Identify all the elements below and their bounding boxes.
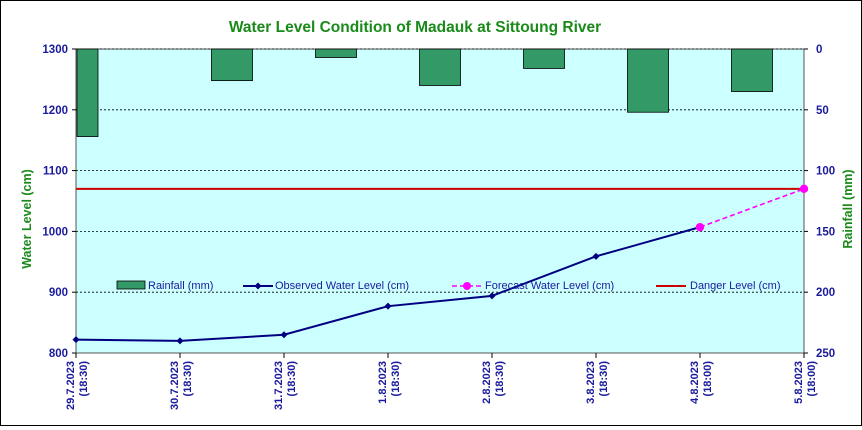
x-tick-label-group: 1.8.2023 (18:30) [377, 361, 402, 404]
forecast-water-level-point [695, 222, 705, 232]
x-tick-label-date: 29.7.2023 [65, 361, 77, 410]
chart-title: Water Level Condition of Madauk at Sitto… [229, 19, 601, 36]
y-tick-label: 1100 [43, 166, 68, 178]
observed-water-level-point [72, 336, 80, 344]
water-level-lines [72, 184, 809, 345]
x-tick-label-time: (18:30) [182, 361, 194, 397]
rainfall-bar [523, 48, 565, 69]
observed-water-level-point [384, 302, 392, 310]
x-tick-label-date: 2.8.2023 [481, 361, 493, 404]
x-tick-label-time: (18:30) [78, 361, 90, 397]
observed-water-level-point [592, 252, 600, 260]
x-tick-label-time: (18:00) [702, 361, 714, 397]
rainfall-bar [731, 48, 773, 92]
x-tick-label-date: 1.8.2023 [377, 361, 389, 404]
y2-tick-label: 0 [816, 44, 822, 56]
forecast-water-level-point [799, 184, 809, 194]
legend: Rainfall (mm) Observed Water Level (cm) Fo… [116, 280, 780, 292]
x-tick-label-date: 5.8.2023 [793, 361, 805, 404]
forecast-water-level-line [699, 188, 805, 228]
y2-tick-label: 200 [816, 287, 835, 299]
x-tick-label-group: 30.7.2023 (18:30) [169, 361, 194, 410]
x-tick-label-date: 3.8.2023 [585, 361, 597, 404]
x-tick-label-time: (18:00) [806, 361, 818, 397]
legend-observed-label: Observed Water Level (cm) [275, 280, 409, 292]
x-tick-label-group: 31.7.2023 (18:30) [273, 361, 298, 410]
rainfall-bars [76, 48, 773, 137]
x-tick-label-group: 29.7.2023 (18:30) [65, 361, 90, 410]
y-tick-label: 1200 [42, 105, 68, 117]
rainfall-bar [627, 48, 669, 113]
y2-axis-ticks: 0 50 100 150 200 250 [804, 44, 835, 360]
x-tick-label-time: (18:30) [494, 361, 506, 397]
legend-forecast-label: Forecast Water Level (cm) [485, 280, 614, 292]
rainfall-bar [419, 48, 461, 86]
legend-rainfall-swatch [116, 280, 146, 290]
observed-water-level-point [176, 337, 184, 345]
legend-rainfall-label: Rainfall (mm) [148, 280, 213, 292]
y2-axis-title: Rainfall (mm) [841, 169, 855, 248]
rainfall-bar [315, 48, 357, 58]
y2-tick-label: 250 [816, 348, 835, 360]
observed-water-level-point [280, 331, 288, 339]
legend-observed-marker [254, 282, 262, 290]
x-tick-label-time: (18:30) [286, 361, 298, 397]
x-tick-label-date: 31.7.2023 [273, 361, 285, 410]
y-tick-label: 1300 [42, 44, 68, 56]
x-tick-label-group: 5.8.2023 (18:00) [793, 361, 818, 404]
y2-tick-label: 50 [816, 105, 829, 117]
y2-tick-label: 150 [816, 226, 835, 238]
y2-tick-label: 100 [816, 166, 835, 178]
x-tick-label-time: (18:30) [598, 361, 610, 397]
y-tick-label: 800 [49, 348, 68, 360]
y-axis-ticks: 1300 1200 1100 1000 900 800 [42, 44, 76, 360]
y-tick-label: 900 [49, 287, 68, 299]
legend-danger-label: Danger Level (cm) [690, 280, 780, 292]
x-tick-label-group: 4.8.2023 (18:00) [689, 361, 714, 404]
rainfall-bar [211, 48, 253, 82]
y-tick-label: 1000 [42, 226, 68, 238]
x-tick-label-time: (18:30) [390, 361, 402, 397]
x-tick-label-date: 4.8.2023 [689, 361, 701, 404]
y-axis-title: Water Level (cm) [20, 169, 34, 269]
plot-area [75, 48, 805, 354]
x-axis-ticks: 29.7.2023 (18:30) 30.7.2023 (18:30) 31.7.202… [65, 353, 818, 410]
rainfall-bar [76, 48, 99, 137]
x-tick-label-group: 2.8.2023 (18:30) [481, 361, 506, 404]
x-tick-label-group: 3.8.2023 (18:30) [585, 361, 610, 404]
x-tick-label-date: 30.7.2023 [169, 361, 181, 410]
legend-forecast-marker [463, 282, 471, 290]
observed-water-level-point [488, 292, 496, 300]
